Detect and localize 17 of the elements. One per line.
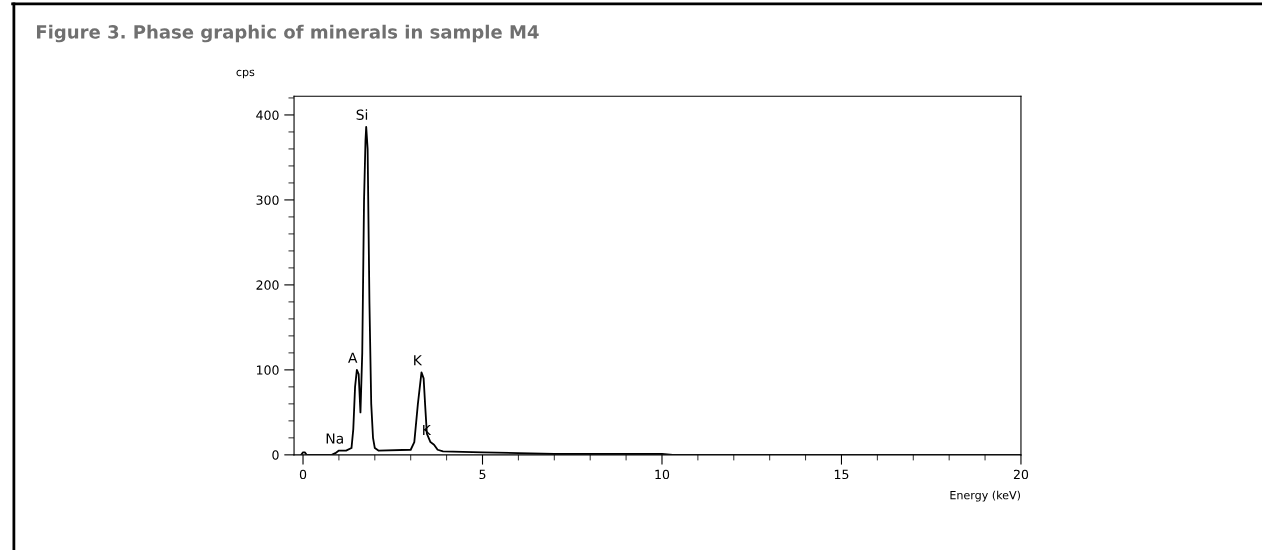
y-tick-label: 400 bbox=[256, 110, 279, 120]
y-tick-label: 100 bbox=[256, 365, 279, 375]
y-tick-label: 200 bbox=[256, 280, 279, 290]
annotation: Si bbox=[356, 109, 368, 120]
x-tick-label: 5 bbox=[479, 469, 486, 480]
annotation: A bbox=[348, 352, 358, 363]
annotation: K bbox=[414, 355, 423, 366]
annotation: Na bbox=[326, 433, 343, 444]
x-tick-label: 20 bbox=[1013, 469, 1029, 480]
y-tick-label: 300 bbox=[256, 195, 279, 205]
chart-title: Figure 3. Phase graphic of minerals in sample M4 bbox=[36, 24, 539, 43]
x-axis-title: Energy (keV) bbox=[950, 490, 1020, 502]
x-tick-label: 10 bbox=[655, 469, 670, 480]
y-axis-title: cps bbox=[236, 69, 255, 79]
x-tick-label: 15 bbox=[834, 469, 849, 480]
x-tick-label: 0 bbox=[299, 469, 307, 480]
y-tick-label: 0 bbox=[272, 450, 279, 460]
